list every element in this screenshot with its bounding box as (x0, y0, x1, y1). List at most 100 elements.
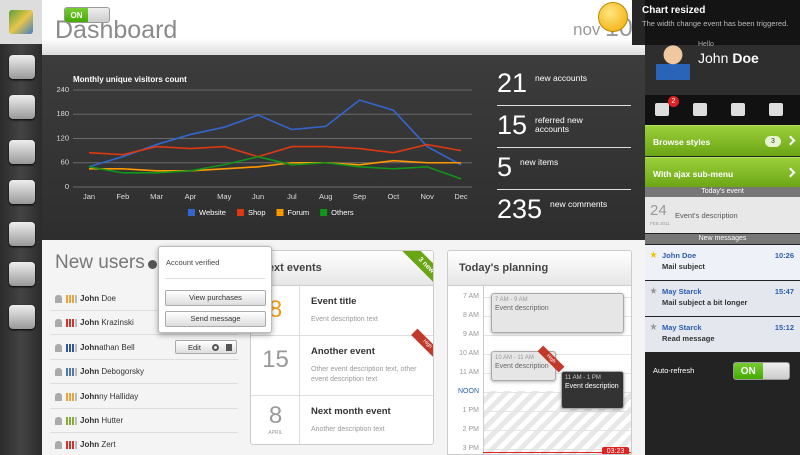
message-name: May Starck (662, 323, 702, 332)
hour-label: 9 AM (463, 331, 479, 338)
user-row[interactable]: Johnny Halliday (50, 385, 238, 409)
message-star (650, 251, 657, 258)
user-row[interactable]: Johnathan Bell Edit (50, 336, 238, 360)
user-bar (69, 295, 71, 303)
sidebar-icon[interactable] (9, 180, 35, 204)
planning-event[interactable]: 7 AM - 9 AM Event description (491, 293, 624, 333)
hour-line (483, 354, 631, 355)
user-popup: Account verified View purchases Send messa… (158, 246, 272, 333)
x-tick-label: Feb (116, 192, 129, 201)
user-bar (72, 295, 74, 303)
user-row[interactable]: John Zert (50, 433, 238, 455)
event-month: APRIL (268, 430, 283, 436)
planning-event[interactable]: 11 AM - 1 PM Event description (561, 371, 624, 409)
legend-label: Forum (288, 208, 310, 217)
sidebar-icon[interactable] (9, 55, 35, 79)
user-bar (75, 295, 77, 303)
profile-name: John Doe (698, 50, 759, 66)
event-description: Another description text (311, 426, 385, 433)
toggle-on: ON (65, 8, 88, 22)
menu-count: 3 (765, 136, 781, 147)
auto-refresh-label: Auto-refresh (653, 366, 695, 375)
popup-button[interactable]: View purchases (165, 290, 266, 306)
sidebar-icon[interactable] (9, 95, 35, 119)
user-bar (72, 319, 74, 328)
events-header (251, 251, 433, 286)
event-row[interactable]: 8 APRIL Next month event Another descriptio… (251, 396, 433, 444)
message-subject: Mail subject (662, 262, 705, 271)
x-tick-label: Jul (287, 192, 297, 201)
user-row[interactable]: John Doe (50, 287, 238, 311)
sidebar-icon[interactable] (9, 222, 35, 246)
sidebar-icon[interactable] (9, 262, 35, 286)
message[interactable]: May Starck 15:47 Mail subject a bit longer (645, 281, 800, 316)
user-bar (66, 319, 68, 328)
event-row[interactable]: 15 Another event Other event description t… (251, 328, 433, 396)
user-first-name: John (80, 391, 100, 401)
user-last-name: Hutter (99, 416, 124, 425)
auto-refresh-toggle[interactable]: ON (733, 362, 790, 380)
series-line (89, 159, 461, 172)
message[interactable]: May Starck 15:12 Read message (645, 317, 800, 352)
planning-event-description: Event description (565, 383, 619, 390)
date-month: nov (573, 20, 601, 39)
user-row[interactable]: John Hutter (50, 409, 238, 433)
user-bar (75, 319, 77, 328)
user-last-name: ny Halliday (99, 391, 139, 401)
users-title: New users (55, 252, 145, 273)
menu-label: With ajax sub-menu (653, 169, 734, 179)
user-bar (69, 319, 71, 328)
user-last-name: athan Bell (99, 342, 135, 352)
user-first-name: John (80, 367, 100, 377)
user-row[interactable]: John Debogorsky (50, 360, 238, 385)
user-bar (69, 368, 71, 377)
user-bar (66, 295, 68, 303)
user-bar (66, 343, 68, 352)
toggle-on: ON (734, 363, 763, 379)
message-time: 15:12 (774, 323, 794, 332)
sidebar-icon[interactable] (9, 305, 35, 329)
x-tick-label: Dec (454, 192, 468, 201)
user-bar (75, 417, 77, 425)
toolbar-icon[interactable] (655, 103, 669, 116)
user-row[interactable]: John Krazinski (50, 311, 238, 336)
x-tick-label: Sep (353, 192, 366, 201)
hour-column (483, 286, 484, 454)
notification-icon (598, 2, 628, 32)
popup-button[interactable]: Send message (165, 311, 266, 327)
user-first-name: John (80, 416, 100, 425)
menu-item[interactable]: With ajax sub-menu (645, 157, 800, 188)
planning-event[interactable]: 10 AM - 11 AM Event description High (491, 345, 565, 381)
message[interactable]: John Doe 10:26 Mail subject (645, 245, 800, 280)
notification-text: The width change event has been triggere… (642, 19, 789, 28)
visitors-chart: Monthly unique visitors count 0 60 120 180 24… (56, 75, 472, 217)
today-event-bg (645, 197, 800, 233)
hour-line (483, 411, 631, 412)
edit-button[interactable]: Edit (175, 339, 237, 354)
last-name: Doe (732, 50, 759, 66)
user-bar (69, 343, 71, 352)
y-tick-label: 240 (56, 85, 69, 94)
planning-event-time: 11 AM - 1 PM (565, 375, 601, 381)
sidebar-icon[interactable] (9, 140, 35, 164)
trash-icon (226, 343, 232, 351)
user-icon (55, 392, 62, 401)
toolbar-icon[interactable] (769, 103, 783, 116)
stat-divider (497, 147, 631, 148)
event-description: Event's description (675, 211, 738, 220)
toolbar-icon[interactable] (731, 103, 745, 116)
menu-label: Browse styles (653, 137, 711, 147)
x-tick-label: Oct (388, 192, 401, 201)
menu-item[interactable]: Browse styles 3 (645, 125, 800, 156)
popup-label: Account verified (166, 258, 220, 267)
sidebar-home[interactable] (0, 0, 42, 44)
event-row[interactable]: 8 Event title Event description text (251, 286, 433, 336)
legend-label: Website (199, 208, 226, 217)
toolbar-icon[interactable] (693, 103, 707, 116)
popup-toggle[interactable]: ON (64, 7, 110, 23)
event-title: Another event (311, 346, 375, 357)
hour-line (483, 335, 631, 336)
now-label: 03:23 (602, 447, 629, 454)
user-bar (66, 417, 68, 425)
